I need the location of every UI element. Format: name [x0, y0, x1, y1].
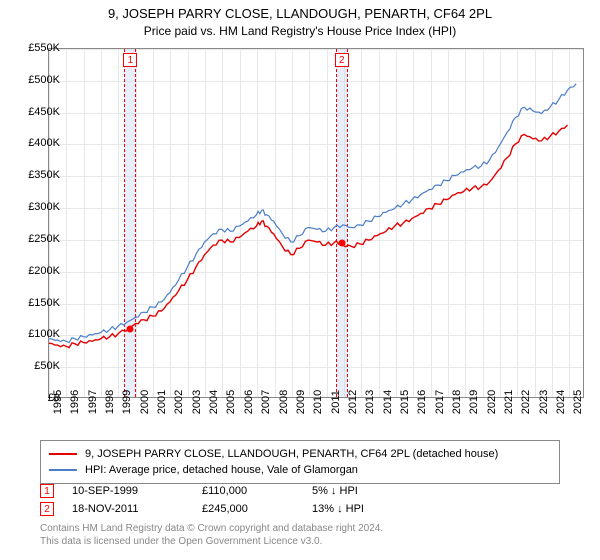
sale-dot — [338, 240, 345, 247]
x-tick-label: 2024 — [555, 390, 567, 414]
legend-item: HPI: Average price, detached house, Vale… — [49, 462, 551, 478]
x-tick-label: 2000 — [139, 390, 151, 414]
y-tick-label: £450K — [10, 106, 60, 118]
x-tick-label: 1999 — [121, 390, 133, 414]
sales-table: 1 10-SEP-1999£110,0005% ↓ HPI 2 18-NOV-2011… — [40, 482, 560, 518]
sales-row: 1 10-SEP-1999£110,0005% ↓ HPI — [40, 482, 560, 500]
y-tick-label: £150K — [10, 297, 60, 309]
footer-line-1: Contains HM Land Registry data © Crown c… — [40, 522, 383, 535]
x-tick-label: 2010 — [312, 390, 324, 414]
x-tick-label: 2019 — [468, 390, 480, 414]
legend-label: HPI: Average price, detached house, Vale… — [85, 464, 358, 476]
x-tick-label: 2020 — [486, 390, 498, 414]
sale-index: 1 — [40, 484, 54, 498]
y-tick-label: £400K — [10, 137, 60, 149]
x-tick-label: 2007 — [260, 390, 272, 414]
x-tick-label: 1997 — [87, 390, 99, 414]
x-tick-label: 2014 — [382, 390, 394, 414]
chart-title: 9, JOSEPH PARRY CLOSE, LLANDOUGH, PENART… — [0, 0, 600, 21]
sale-date: 18-NOV-2011 — [72, 503, 202, 515]
y-tick-label: £50K — [10, 360, 60, 372]
y-tick-label: £300K — [10, 201, 60, 213]
x-tick-label: 2011 — [330, 390, 342, 414]
sale-date: 10-SEP-1999 — [72, 485, 202, 497]
y-tick-label: £500K — [10, 74, 60, 86]
x-tick-label: 2012 — [347, 390, 359, 414]
chart-lines — [49, 49, 583, 397]
sale-dot — [127, 326, 134, 333]
footer-line-2: This data is licensed under the Open Gov… — [40, 535, 383, 548]
x-tick-label: 2009 — [295, 390, 307, 414]
y-tick-label: £100K — [10, 328, 60, 340]
chart-subtitle: Price paid vs. HM Land Registry's House … — [0, 21, 600, 42]
y-tick-label: £250K — [10, 233, 60, 245]
sale-price: £110,000 — [202, 485, 312, 497]
x-tick-label: 2003 — [191, 390, 203, 414]
x-tick-label: 2015 — [399, 390, 411, 414]
legend-label: 9, JOSEPH PARRY CLOSE, LLANDOUGH, PENART… — [85, 448, 498, 460]
x-tick-label: 1995 — [52, 390, 64, 414]
x-tick-label: 2018 — [451, 390, 463, 414]
sale-hpi-diff: 13% ↓ HPI — [312, 503, 432, 515]
x-tick-label: 2017 — [434, 390, 446, 414]
x-tick-label: 2013 — [364, 390, 376, 414]
sale-hpi-diff: 5% ↓ HPI — [312, 485, 432, 497]
x-tick-label: 1996 — [69, 390, 81, 414]
legend-swatch — [49, 453, 77, 455]
y-tick-label: £350K — [10, 169, 60, 181]
legend-item: 9, JOSEPH PARRY CLOSE, LLANDOUGH, PENART… — [49, 446, 551, 462]
x-tick-label: 2005 — [225, 390, 237, 414]
sales-row: 2 18-NOV-2011£245,00013% ↓ HPI — [40, 500, 560, 518]
y-tick-label: £200K — [10, 265, 60, 277]
legend-swatch — [49, 469, 77, 471]
x-tick-label: 2006 — [243, 390, 255, 414]
series-price_paid — [49, 125, 567, 348]
x-tick-label: 2023 — [538, 390, 550, 414]
chart-plot-area: 12 — [48, 48, 584, 398]
sale-price: £245,000 — [202, 503, 312, 515]
chart-footer: Contains HM Land Registry data © Crown c… — [40, 522, 383, 548]
x-tick-label: 2002 — [173, 390, 185, 414]
y-tick-label: £550K — [10, 42, 60, 54]
x-tick-label: 2025 — [572, 390, 584, 414]
x-tick-label: 2008 — [278, 390, 290, 414]
series-hpi — [49, 84, 576, 343]
x-tick-label: 1998 — [104, 390, 116, 414]
x-tick-label: 2001 — [156, 390, 168, 414]
sale-index: 2 — [40, 502, 54, 516]
chart-legend: 9, JOSEPH PARRY CLOSE, LLANDOUGH, PENART… — [40, 440, 560, 484]
x-tick-label: 2021 — [503, 390, 515, 414]
x-tick-label: 2022 — [520, 390, 532, 414]
x-tick-label: 2004 — [208, 390, 220, 414]
x-tick-label: 2016 — [416, 390, 428, 414]
